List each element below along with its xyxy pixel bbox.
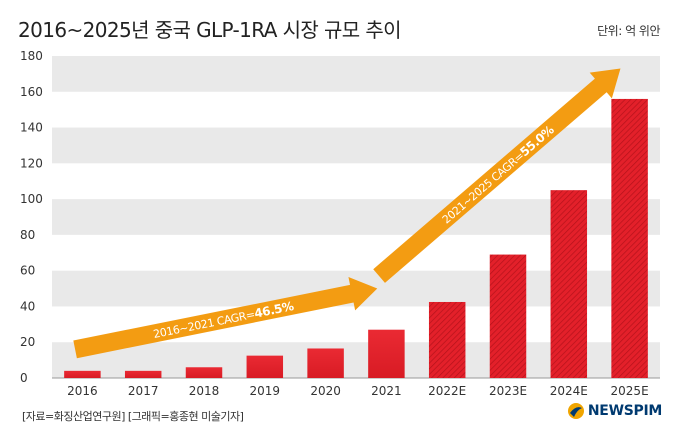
bar-2025E [611,98,648,378]
unit-label: 단위: 억 위안 [597,24,660,38]
y-tick-label: 180 [20,49,43,63]
y-tick-label: 40 [20,299,35,313]
y-tick-label: 120 [20,156,43,170]
x-tick-label: 2020 [310,384,341,398]
cagr-arrow-shape [373,68,621,283]
newspim-logo: NEWSPIM [567,402,662,420]
bar-2020 [307,348,344,378]
bar-2023E [489,254,527,378]
newspim-logo-icon [567,403,584,419]
bar-2021 [368,329,405,378]
y-tick-label: 140 [20,121,43,135]
source-credit: [자료=화징산업연구원] [그래픽=홍종현 미술기자] [22,410,244,423]
x-tick-label: 2017 [128,384,159,398]
y-tick-label: 0 [20,371,28,385]
y-tick-label: 60 [20,264,35,278]
x-tick-label: 2025E [611,384,649,398]
chart-title: 2016~2025년 중국 GLP-1RA 시장 규모 추이 [18,18,402,42]
cagr-arrow-shape [73,277,378,359]
bar-2017 [124,370,162,378]
bar-2022E [428,301,466,378]
x-tick-label: 2022E [428,384,466,398]
x-tick-label: 2024E [550,384,588,398]
y-tick-label: 20 [20,335,35,349]
grid-band [52,56,660,92]
bar-2019 [246,355,284,378]
bar-2018 [185,367,223,378]
bar-2016 [64,370,101,378]
bar-2024E [550,190,588,378]
y-tick-label: 80 [20,228,35,242]
x-tick-label: 2021 [371,384,402,398]
x-tick-label: 2018 [189,384,220,398]
y-tick-label: 160 [20,85,43,99]
x-tick-label: 2019 [250,384,281,398]
y-tick-label: 100 [20,192,43,206]
x-tick-label: 2023E [489,384,527,398]
grid-band [52,127,660,164]
x-tick-label: 2016 [67,384,98,398]
newspim-logo-text: NEWSPIM [587,403,662,419]
